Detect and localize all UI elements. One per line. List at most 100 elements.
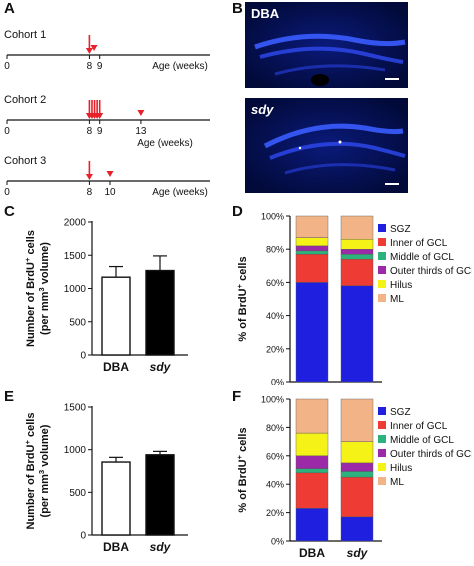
y-tick-label: 40%: [266, 480, 284, 490]
y-axis-label-line1-part: Number of BrdU: [25, 262, 37, 347]
hippocampus-image-dba: [245, 2, 408, 88]
cohort-label: Cohort 3: [4, 155, 46, 167]
y-axis-label-line1: Number of BrdU+ cells: [23, 413, 38, 530]
legend-swatch: [378, 252, 386, 260]
y-tick-label: 20%: [266, 508, 284, 518]
segment-hilus: [295, 432, 329, 457]
y-axis-label: % of BrdU+ cells: [235, 256, 250, 341]
legend-label: SGZ: [390, 407, 411, 418]
y-tick-label: 2000: [64, 218, 87, 229]
y-axis-label-line2-part: (per mm: [39, 291, 51, 335]
legend-swatch: [378, 435, 386, 443]
segment-ml: [295, 215, 329, 238]
legend-label: SGZ: [390, 224, 411, 235]
segment-inner-of-gcl: [340, 476, 374, 518]
segment-middle-of-gcl: [340, 471, 374, 478]
segment-hilus: [340, 441, 374, 464]
legend-label: ML: [390, 477, 404, 488]
legend-swatch: [378, 421, 386, 429]
bar-dba: [101, 461, 131, 536]
bar-sdy: [145, 454, 175, 536]
segment-ml: [340, 398, 374, 442]
segment-sgz: [295, 282, 329, 383]
x-category-label: sdy: [150, 540, 172, 554]
panel-letter-f: F: [232, 388, 242, 405]
y-tick-label: 0%: [271, 537, 284, 547]
y-axis-label-part: % of BrdU: [237, 288, 249, 341]
legend-label: Outer thirds of GCL: [390, 266, 472, 277]
y-tick-label: 1500: [64, 403, 87, 414]
bar-sdy: [145, 269, 175, 356]
micrograph-label-sdy: sdy: [251, 102, 274, 117]
legend-label: Hilus: [390, 463, 412, 474]
legend-label: ML: [390, 294, 404, 305]
panel-letter-d: D: [232, 203, 243, 220]
legend-swatch: [378, 238, 386, 246]
y-tick-label: 0%: [271, 378, 284, 386]
timeline-tick-label: 9: [97, 61, 103, 72]
legend-label: Middle of GCL: [390, 435, 454, 446]
timeline-tick-label: 0: [4, 61, 10, 72]
y-axis-label-line2-part: 3: [37, 287, 46, 291]
y-axis-label-line1-part: Number of BrdU: [25, 444, 37, 529]
y-axis-label-part: cells: [237, 256, 249, 284]
micrograph-dba: DBA: [245, 2, 408, 88]
sacrifice-marker: [137, 110, 145, 116]
timeline-tick-label: 9: [97, 126, 103, 137]
y-tick-label: 60%: [266, 451, 284, 461]
y-axis-label-line2-part: (per mm: [39, 474, 51, 518]
segment-inner-of-gcl: [295, 472, 329, 509]
timeline-tick-label: 8: [87, 187, 93, 198]
brdu-injection-arrowhead: [96, 113, 104, 119]
micrograph-sdy: sdy: [245, 98, 408, 193]
y-tick-label: 40%: [266, 311, 284, 321]
y-tick-label: 0: [80, 531, 86, 542]
legend-swatch: [378, 280, 386, 288]
y-tick-label: 1000: [64, 445, 87, 456]
timeline-tick-label: 0: [4, 126, 10, 137]
legend-swatch: [378, 407, 386, 415]
x-category-label: sdy: [150, 360, 172, 374]
segment-middle-of-gcl: [295, 468, 329, 474]
segment-inner-of-gcl: [340, 258, 374, 286]
cohort-label: Cohort 1: [4, 29, 46, 41]
y-axis-label-line1-part: cells: [25, 230, 37, 258]
segment-middle-of-gcl: [295, 250, 329, 255]
y-tick-label: 500: [69, 317, 86, 328]
bar-dba: [101, 276, 131, 356]
timeline-axis-label: Age (weeks): [137, 138, 193, 149]
y-axis-label-part: +: [235, 454, 244, 459]
chart-f-brdu-distribution: 0% 20% 40% 60% 80% 100% DBA sdy SGZ Inner of GCL M…: [235, 395, 473, 561]
y-tick-label: 80%: [266, 423, 284, 433]
sacrifice-marker: [90, 45, 98, 51]
brdu-injection-arrowhead: [85, 174, 93, 180]
y-axis-label-line2: (per mm3 volume): [37, 242, 52, 335]
legend-swatch: [378, 224, 386, 232]
timeline-tick-label: 10: [104, 187, 116, 198]
segment-ml: [340, 215, 374, 240]
y-tick-label: 60%: [266, 278, 284, 288]
legend-swatch: [378, 294, 386, 302]
y-axis-label-part: % of BrdU: [237, 459, 249, 512]
timeline-tick-label: 0: [4, 187, 10, 198]
y-axis-label-line1: Number of BrdU+ cells: [23, 230, 38, 347]
segment-sgz: [340, 516, 374, 542]
panel-letter-b: B: [232, 0, 243, 17]
brdu-injection-arrowhead: [85, 48, 93, 54]
panel-letter-c: C: [4, 203, 15, 220]
legend-swatch: [378, 266, 386, 274]
y-tick-label: 100%: [261, 395, 284, 405]
segment-sgz: [295, 508, 329, 542]
chart-c-brdu-cells: 0 500 1000 1500 2000 DBA sdy Number of BrdU+ ce…: [23, 218, 188, 374]
legend-swatch: [378, 477, 386, 485]
timeline-tick-label: 13: [135, 126, 147, 137]
legend-swatch: [378, 463, 386, 471]
y-axis-label-part: cells: [237, 427, 249, 455]
segment-hilus: [295, 237, 329, 247]
x-category-label: sdy: [347, 546, 369, 560]
y-tick-label: 500: [69, 488, 86, 499]
y-axis-label-line1-part: cells: [25, 413, 37, 441]
